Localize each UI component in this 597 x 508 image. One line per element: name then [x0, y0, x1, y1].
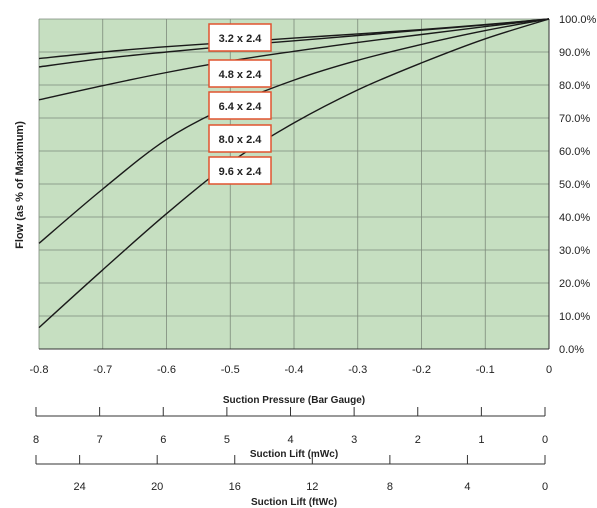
y-tick-label: 100.0%: [559, 14, 597, 26]
series-label-box: [208, 91, 272, 120]
scale-tick-label: 20: [151, 481, 163, 493]
series-line-5: [38, 18, 550, 329]
scale-tick-label: 0: [542, 434, 548, 446]
series-label: 8.0 x 2.4: [219, 134, 263, 146]
scale-tick-label: 7: [97, 434, 103, 446]
scale-tick-label: 3: [351, 434, 357, 446]
series-label: 6.4 x 2.4: [219, 101, 263, 113]
series-label-box: [208, 23, 272, 52]
y-tick-label: 60.0%: [559, 146, 590, 158]
series-label: 4.8 x 2.4: [219, 69, 263, 81]
x-tick-label: -0.5: [221, 364, 240, 376]
y-tick-label: 0.0%: [559, 344, 584, 356]
y-tick-label: 30.0%: [559, 245, 590, 257]
x-tick-label: -0.1: [476, 364, 495, 376]
y-tick-label: 10.0%: [559, 311, 590, 323]
y-tick-label: 70.0%: [559, 113, 590, 125]
scale-tick-label: 8: [33, 434, 39, 446]
x-axis-title: Suction Pressure (Bar Gauge): [223, 395, 365, 406]
series-label-box: [208, 59, 272, 88]
x-tick-label: -0.8: [30, 364, 49, 376]
scale-tick-label: 4: [464, 481, 470, 493]
scale-title: Suction Lift (mWc): [250, 449, 338, 460]
x-tick-label: -0.3: [348, 364, 367, 376]
y-axis-title: Flow (as % of Maximum): [14, 121, 26, 249]
y-tick-label: 50.0%: [559, 179, 590, 191]
y-tick-label: 20.0%: [559, 278, 590, 290]
x-tick-label: -0.7: [93, 364, 112, 376]
x-tick-label: 0: [546, 364, 552, 376]
series-label: 9.6 x 2.4: [219, 166, 263, 178]
scale-tick-label: 1: [478, 434, 484, 446]
scale-title: Suction Lift (ftWc): [251, 497, 337, 508]
x-tick-label: -0.6: [157, 364, 176, 376]
series-label-box: [208, 156, 272, 185]
series-line-4: [38, 18, 550, 244]
y-tick-label: 40.0%: [559, 212, 590, 224]
series-line-2: [38, 18, 550, 68]
scale-tick-label: 8: [387, 481, 393, 493]
scale-tick-label: 0: [542, 481, 548, 493]
scale-tick-label: 16: [229, 481, 241, 493]
series-label-box: [208, 124, 272, 153]
scale-tick-label: 4: [287, 434, 293, 446]
x-tick-label: -0.4: [285, 364, 304, 376]
series-line-3: [38, 18, 550, 101]
scale-tick-label: 24: [74, 481, 86, 493]
x-tick-label: -0.2: [412, 364, 431, 376]
scale-tick-label: 12: [306, 481, 318, 493]
scale-tick-label: 5: [224, 434, 230, 446]
y-tick-label: 90.0%: [559, 47, 590, 59]
y-tick-label: 80.0%: [559, 80, 590, 92]
series-label: 3.2 x 2.4: [219, 33, 263, 45]
scale-tick-label: 6: [160, 434, 166, 446]
scale-tick-label: 2: [415, 434, 421, 446]
